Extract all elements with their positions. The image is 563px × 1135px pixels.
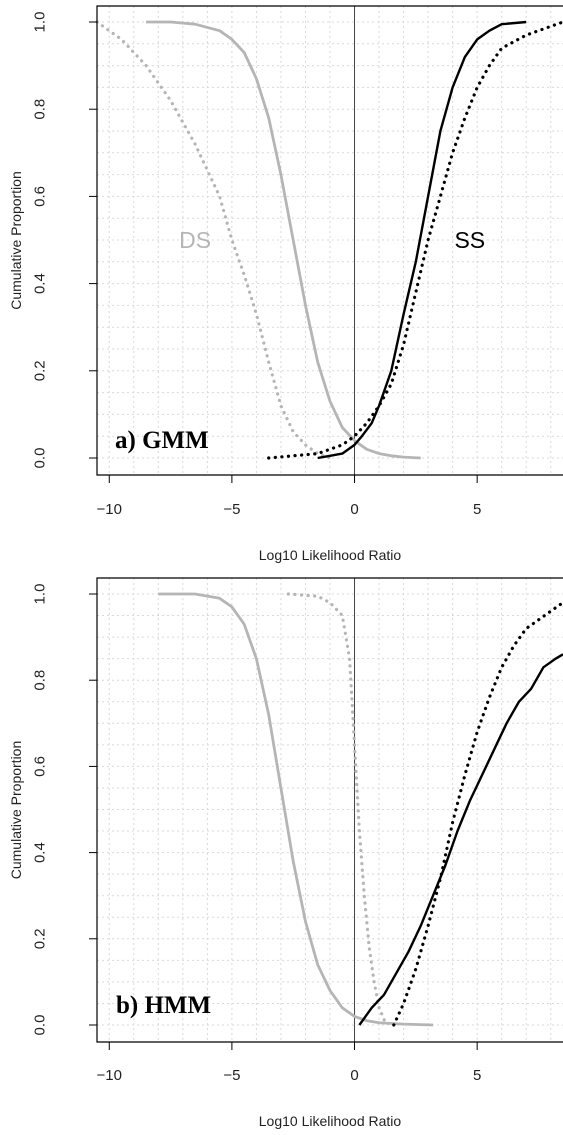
- series-black-solid: [358, 653, 563, 1026]
- y-tick-label: 1.0: [32, 584, 49, 605]
- series-gray-dotted: [95, 20, 332, 460]
- y-tick-label: 0.6: [32, 756, 49, 777]
- x-tick-label: −5: [223, 1067, 240, 1084]
- panel-label: b) HMM: [116, 992, 211, 1019]
- series-black-solid: [317, 20, 527, 460]
- y-tick-label: 1.0: [32, 12, 49, 33]
- grid: [97, 6, 563, 475]
- series-gray-dotted: [286, 592, 388, 1027]
- y-tick-label: 0.8: [32, 670, 49, 691]
- plot-frame: [96, 577, 563, 1043]
- y-tick-label: 0.0: [32, 1015, 49, 1036]
- panel-label: a) GMM: [115, 427, 209, 454]
- x-tick-label: −10: [97, 1067, 122, 1084]
- series-gray-solid: [158, 592, 434, 1027]
- grid: [97, 578, 563, 1042]
- x-tick-label: 0: [350, 501, 358, 518]
- y-axis-title: Cumulative Proportion: [8, 171, 24, 310]
- y-tick-label: 0.2: [32, 928, 49, 949]
- y-tick-label: 0.8: [32, 99, 49, 120]
- y-tick-label: 0.4: [32, 273, 49, 294]
- x-axis-title: Log10 Likelihood Ratio: [259, 547, 402, 563]
- y-axis-title: Cumulative Proportion: [8, 741, 24, 880]
- x-tick-label: −5: [223, 501, 240, 518]
- y-tick-label: 0.6: [32, 186, 49, 207]
- y-tick-label: 0.2: [32, 360, 49, 381]
- y-tick-label: 0.4: [32, 842, 49, 863]
- chart-panel-b: −10 −5 0 5 0.0 0.2 0.4 0.6 0.8 1.0 Log10 Likelihoo…: [8, 577, 563, 1129]
- x-tick-label: 0: [350, 1067, 358, 1084]
- x-tick-label: −10: [97, 501, 122, 518]
- series-black-dotted: [392, 600, 563, 1027]
- chart-panel-a: −10 −5 0 5 0.0 0.2 0.4 0.6 0.8 1.0 Log10 Likelihoo…: [8, 5, 563, 563]
- plot-frame: [96, 5, 563, 476]
- x-tick-label: 5: [473, 1067, 481, 1084]
- series-gray-solid: [146, 20, 421, 460]
- series-black-dotted: [267, 20, 563, 460]
- annotation-ss: SS: [454, 227, 485, 253]
- x-tick-label: 5: [473, 501, 481, 518]
- annotation-ds: DS: [179, 227, 211, 253]
- x-axis-title: Log10 Likelihood Ratio: [259, 1113, 402, 1129]
- y-tick-label: 0.0: [32, 448, 49, 469]
